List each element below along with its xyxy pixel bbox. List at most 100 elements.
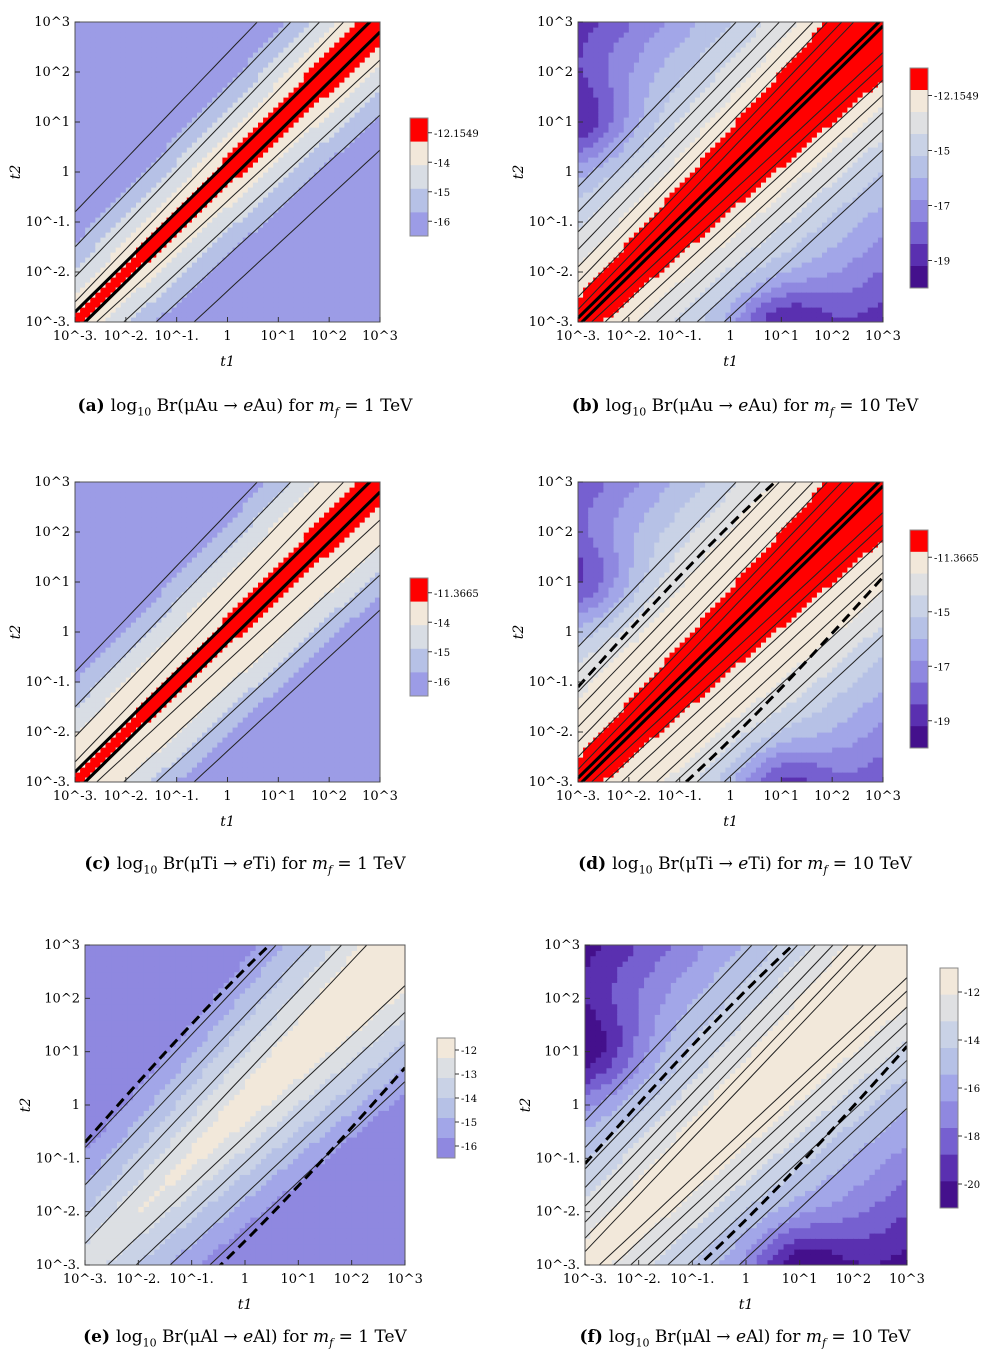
contour-cell (618, 147, 625, 153)
contour-cell (146, 282, 152, 288)
contour-cell (191, 157, 198, 163)
contour-cell (578, 237, 584, 243)
contour-cell (334, 112, 340, 118)
contour-cell (242, 242, 249, 248)
contour-line (75, 22, 258, 213)
contour-cell (588, 47, 594, 53)
contour-cell (374, 147, 380, 153)
contour-cell (125, 202, 132, 208)
contour-cell (191, 87, 198, 93)
contour-cell (329, 277, 335, 283)
contour-cell (344, 287, 351, 293)
contour-cell (679, 252, 686, 258)
contour-cell (313, 32, 320, 38)
contour-cell (649, 142, 655, 148)
contour-cell (313, 82, 320, 88)
contour-cell (308, 102, 315, 108)
contour-cell (125, 197, 132, 203)
contour-cell (191, 127, 198, 133)
contour-cell (125, 182, 132, 188)
contour-cell (146, 212, 152, 218)
contour-cell (623, 197, 630, 203)
contour-cell (125, 252, 132, 258)
contour-cell (654, 122, 660, 128)
contour-cell (227, 302, 234, 308)
contour-cell (633, 292, 640, 298)
contour-cell (120, 142, 127, 148)
contour-cell (354, 312, 361, 318)
contour-cell (369, 172, 376, 178)
contour-cell (217, 87, 224, 93)
contour-cell (583, 302, 589, 308)
contour-cell (186, 292, 193, 298)
contour-cell (293, 127, 300, 133)
contour-cell (105, 157, 112, 163)
contour-cell (354, 177, 361, 183)
contour-cell (258, 157, 264, 163)
contour-cell (247, 162, 254, 168)
contour-cell (588, 117, 594, 123)
contour-cell (664, 67, 671, 73)
contour-cell (202, 117, 208, 123)
contour-line (75, 22, 292, 248)
contour-cell (664, 57, 671, 63)
contour-cell (313, 152, 320, 158)
contour-cell (181, 57, 188, 63)
contour-cell (329, 92, 335, 98)
contour-cell (80, 172, 86, 178)
contour-cell (247, 247, 254, 253)
contour-cell (85, 292, 91, 298)
contour-cell (608, 307, 615, 313)
contour-cell (593, 262, 599, 268)
contour-cell (659, 292, 666, 298)
contour-cell (374, 122, 380, 128)
contour-cell (222, 232, 229, 238)
contour-cell (202, 42, 208, 48)
contour-cell (186, 167, 193, 173)
contour-cell (75, 192, 81, 198)
contour-cell (95, 297, 102, 303)
contour-cell (85, 117, 91, 123)
contour-cell (598, 247, 605, 253)
contour-cell (242, 292, 249, 298)
contour-cell (141, 297, 147, 303)
contour-cell (212, 92, 218, 98)
contour-cell (313, 262, 320, 268)
contour-cell (684, 112, 691, 118)
contour-cell (90, 132, 96, 138)
contour-cell (161, 162, 168, 168)
contour-cell (684, 152, 691, 158)
contour-cell (308, 257, 315, 263)
contour-cell (298, 162, 305, 168)
contour-cell (222, 297, 229, 303)
contour-cell (674, 157, 681, 163)
contour-cell (161, 127, 168, 133)
contour-cell (186, 147, 193, 153)
contour-cell (191, 292, 198, 298)
contour-cell (151, 297, 157, 303)
contour-cell (689, 247, 696, 253)
contour-cell (598, 102, 605, 108)
contour-cell (329, 117, 335, 123)
contour-cell (171, 37, 178, 43)
contour-cell (202, 32, 208, 38)
contour-cell (278, 117, 285, 123)
contour-cell (654, 272, 660, 278)
contour-cell (623, 97, 630, 103)
contour-cell (237, 297, 244, 303)
contour-cell (339, 197, 346, 203)
contour-cell (227, 87, 234, 93)
contour-cell (344, 297, 351, 303)
contour-cell (669, 27, 676, 33)
contour-cell (268, 157, 274, 163)
contour-cell (120, 287, 127, 293)
contour-cell (334, 32, 340, 38)
contour-cell (217, 232, 224, 238)
contour-cell (232, 207, 239, 213)
contour-cell (115, 257, 122, 263)
contour-cell (623, 57, 630, 63)
contour-cell (364, 277, 371, 283)
contour-cell (247, 52, 254, 58)
contour-cell (263, 127, 269, 133)
contour-cell (618, 27, 625, 33)
